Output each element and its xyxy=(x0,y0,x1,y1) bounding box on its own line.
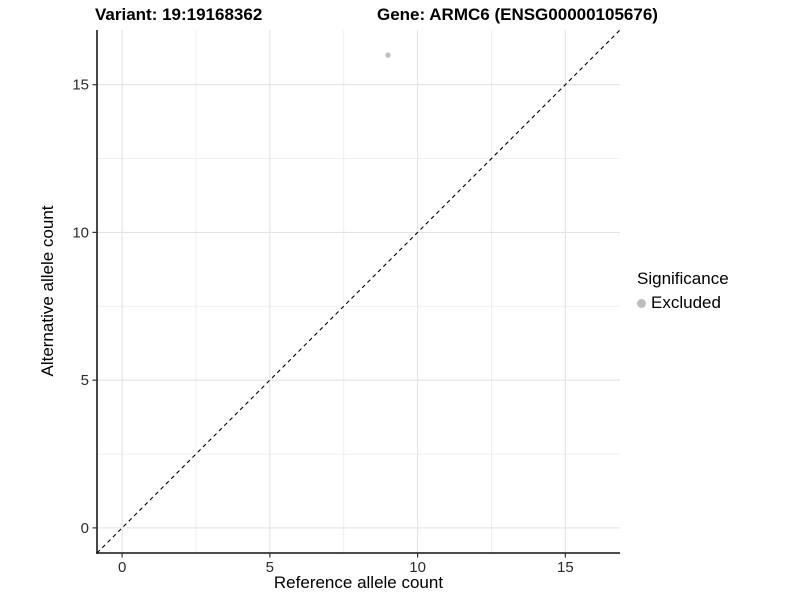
identity-reference-line xyxy=(96,29,621,554)
y-tick-label: 15 xyxy=(72,77,89,94)
tick-marks xyxy=(92,84,566,558)
y-tick-label: 0 xyxy=(81,520,89,537)
scatter-point xyxy=(385,52,391,58)
legend-entry: Excluded xyxy=(637,293,729,313)
gridlines-major xyxy=(97,30,620,553)
tick-labels: 0 5 10 15 0 5 10 15 xyxy=(72,77,573,576)
y-tick-label: 10 xyxy=(72,224,89,241)
plot-title-variant: Variant: 19:19168362 xyxy=(95,5,263,24)
x-tick-label: 10 xyxy=(409,559,426,576)
legend-entries: Excluded xyxy=(637,293,729,313)
y-axis-title: Alternative allele count xyxy=(38,205,57,377)
legend: Significance Excluded xyxy=(637,269,729,313)
gridlines-minor xyxy=(97,30,620,553)
dashed-identity-line xyxy=(96,29,621,554)
legend-key-dot xyxy=(637,298,646,308)
x-tick-label: 15 xyxy=(557,559,574,576)
x-tick-label: 0 xyxy=(118,559,126,576)
legend-entry-label: Excluded xyxy=(651,293,721,312)
y-tick-label: 5 xyxy=(81,372,89,389)
x-axis-title: Reference allele count xyxy=(273,573,444,592)
x-tick-label: 5 xyxy=(266,559,274,576)
axis-lines xyxy=(96,30,620,554)
plot-title-gene: Gene: ARMC6 (ENSG00000105676) xyxy=(377,5,658,24)
data-points xyxy=(385,52,391,58)
legend-title: Significance xyxy=(637,269,729,288)
